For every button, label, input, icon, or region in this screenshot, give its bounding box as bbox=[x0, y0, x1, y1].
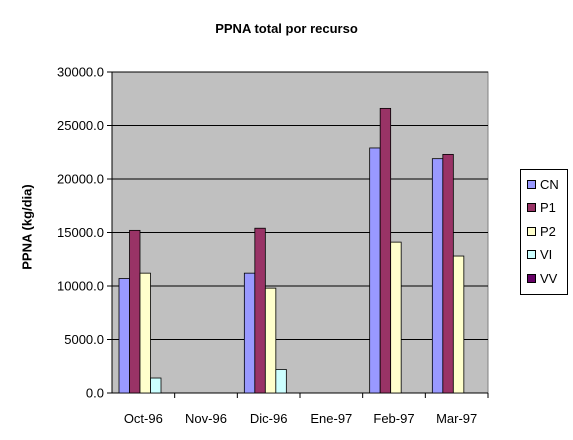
legend-label: VV bbox=[540, 270, 558, 286]
x-tick-label: Nov-96 bbox=[185, 411, 227, 426]
legend-swatch bbox=[527, 226, 536, 236]
bar-p2-oct-96 bbox=[139, 272, 151, 394]
y-tick-label: 5000.0 bbox=[64, 332, 104, 347]
x-tick-label: Oct-96 bbox=[124, 411, 163, 426]
bar-p1-oct-96 bbox=[129, 229, 141, 394]
bar-cn-mar-97 bbox=[431, 158, 444, 394]
bar-vi-dic-96 bbox=[275, 369, 287, 394]
legend-label: P2 bbox=[540, 223, 556, 239]
legend-item-p2: P2 bbox=[527, 223, 556, 239]
y-tick-label: 25000.0 bbox=[57, 118, 104, 133]
legend-swatch bbox=[527, 179, 536, 189]
legend-swatch bbox=[527, 203, 536, 212]
bar-cn-feb-97 bbox=[369, 147, 381, 394]
bar-cn-dic-96 bbox=[243, 272, 256, 394]
legend-item-cn: CN bbox=[527, 176, 559, 192]
chart-title: PPNA total por recurso bbox=[215, 21, 358, 36]
bar-cn-oct-96 bbox=[118, 278, 130, 394]
x-tick-label: Mar-97 bbox=[436, 411, 477, 426]
bar-p1-dic-96 bbox=[254, 227, 266, 394]
legend-swatch bbox=[527, 250, 536, 259]
legend-item-vi: VI bbox=[527, 247, 552, 263]
y-tick-label: 0.0 bbox=[86, 386, 104, 401]
x-tick-label: Dic-96 bbox=[250, 411, 288, 426]
legend: CN P1 P2 VI VV bbox=[520, 169, 568, 295]
bar-p2-dic-96 bbox=[264, 287, 277, 394]
legend-label: VI bbox=[540, 247, 553, 262]
legend-swatch bbox=[527, 273, 536, 283]
bar-p1-mar-97 bbox=[442, 153, 454, 394]
y-tick-label: 30000.0 bbox=[57, 65, 104, 80]
bar-p2-feb-97 bbox=[390, 241, 402, 394]
legend-label: P1 bbox=[540, 200, 556, 215]
y-tick-label: 10000.0 bbox=[57, 279, 104, 294]
legend-label: CN bbox=[540, 176, 559, 192]
bar-p1-feb-97 bbox=[379, 107, 392, 394]
x-tick-label: Feb-97 bbox=[373, 411, 414, 426]
legend-item-vv: VV bbox=[527, 270, 557, 286]
y-tick-label: 15000.0 bbox=[57, 225, 104, 240]
y-tick-label: 20000.0 bbox=[57, 172, 104, 187]
legend-item-p1: P1 bbox=[527, 200, 556, 216]
bar-p2-mar-97 bbox=[452, 255, 465, 394]
bar-vi-oct-96 bbox=[150, 377, 162, 394]
x-tick-label: Ene-97 bbox=[310, 411, 352, 426]
